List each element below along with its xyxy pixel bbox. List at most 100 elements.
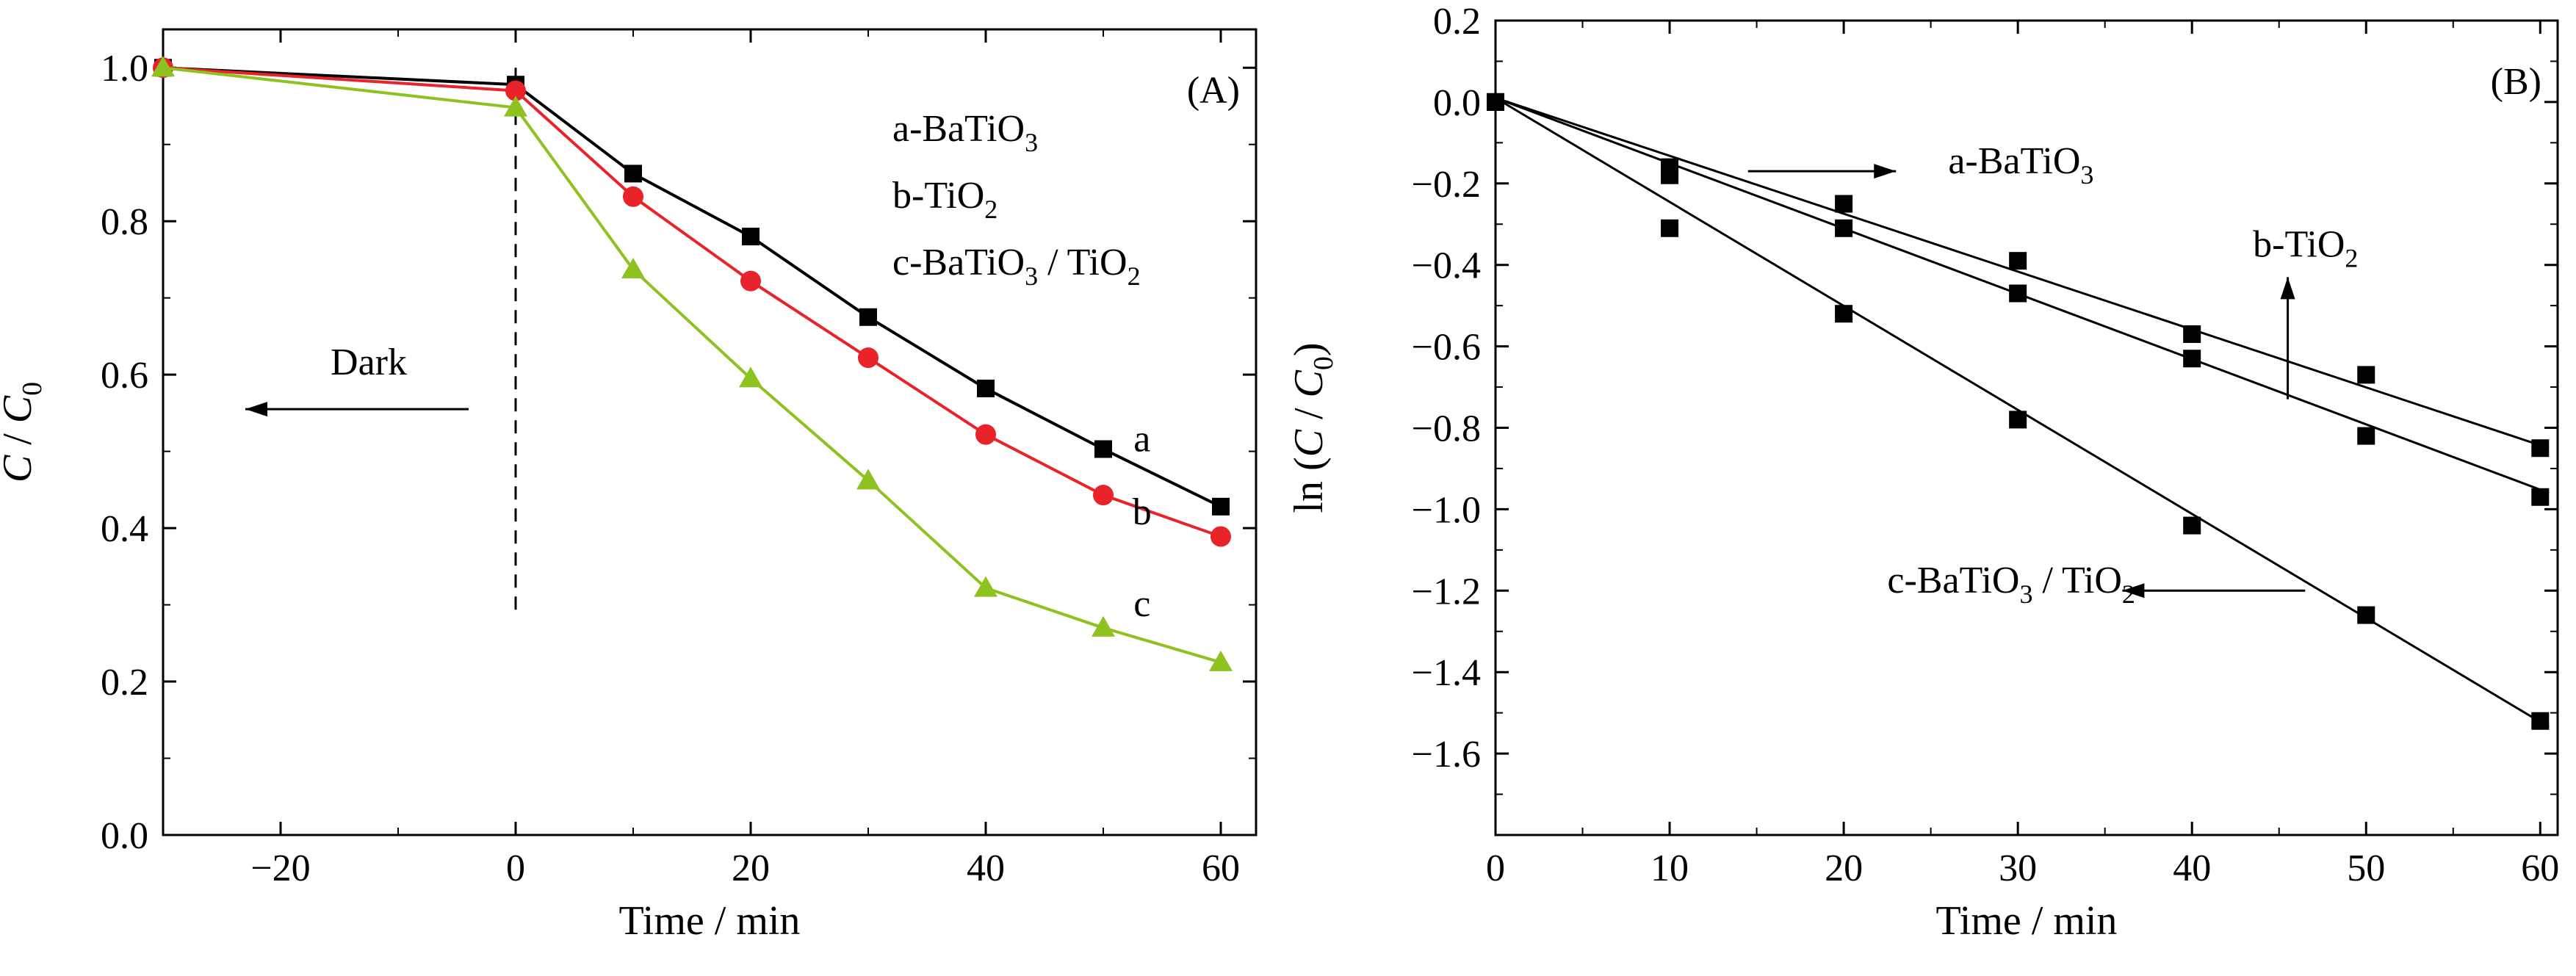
- y-tick-label: −1.6: [1412, 734, 1481, 776]
- legend-entry-tail-sub: 2: [1128, 261, 1141, 291]
- data-point: [2357, 427, 2375, 445]
- data-point: [2531, 712, 2550, 730]
- data-point-a: [1212, 497, 1230, 516]
- data-point-a: [977, 379, 995, 397]
- x-axis-title: Time / min: [1936, 898, 2118, 944]
- legend-entry: a-BaTiO3: [892, 108, 1038, 157]
- data-point-b: [740, 270, 761, 292]
- x-tick-label: 40: [967, 847, 1005, 889]
- x-tick-label: 0: [506, 847, 525, 889]
- data-point-c: [974, 576, 997, 597]
- y-axis-title: ln (C / C0): [1286, 342, 1339, 513]
- series-arrow-head: [2280, 277, 2295, 300]
- series-line-c: [162, 66, 1222, 664]
- x-axis-title: Time / min: [619, 898, 801, 944]
- data-point: [2183, 350, 2201, 368]
- legend-entry-sub: 3: [1025, 128, 1038, 157]
- data-point: [1835, 219, 1853, 237]
- legend-entry-sub: 3: [1025, 261, 1038, 291]
- data-point: [1487, 93, 1504, 111]
- y-tick-label: 0.4: [101, 508, 148, 550]
- data-point-b: [623, 186, 643, 207]
- data-point-c: [1092, 615, 1115, 637]
- y-tick-label: 1.0: [101, 48, 148, 90]
- data-point: [1835, 305, 1853, 323]
- x-tick-label: 60: [2521, 847, 2559, 889]
- series-annotation-base: c-BaTiO: [1887, 560, 2019, 601]
- data-point: [2357, 366, 2375, 384]
- data-point-c: [621, 258, 645, 279]
- panel-label: (A): [1187, 70, 1240, 112]
- data-point-b: [975, 424, 996, 445]
- y-axis-title-var: C: [0, 455, 40, 482]
- dark-label: Dark: [331, 341, 407, 383]
- y-tick-label: −1.0: [1412, 489, 1481, 531]
- x-tick-label: 10: [1650, 847, 1689, 889]
- plot-frame: [162, 28, 1258, 836]
- y-tick-label: −1.4: [1412, 652, 1481, 694]
- legend-entry-base: b-TiO: [892, 175, 984, 217]
- y-tick-label: −0.2: [1412, 164, 1481, 206]
- y-tick-label: 0.2: [1433, 1, 1481, 43]
- data-point-b: [1211, 526, 1231, 547]
- y-axis-title-sub: 0: [1308, 356, 1339, 370]
- y-axis-title-sep: /: [1286, 397, 1332, 430]
- series-annotation: b-TiO2: [2253, 224, 2358, 273]
- data-point-c: [504, 95, 527, 117]
- y-tick-label: −0.8: [1412, 408, 1481, 450]
- x-tick-label: 60: [1202, 847, 1240, 889]
- x-tick-label: −20: [250, 847, 310, 889]
- series-annotation-base: b-TiO: [2253, 224, 2345, 266]
- y-axis-title-sep: /: [0, 423, 40, 455]
- data-point: [2357, 606, 2375, 624]
- data-point-c: [1209, 650, 1233, 671]
- y-axis-title-ref: C: [1286, 369, 1332, 397]
- y-axis-title-sub: 0: [17, 382, 48, 396]
- chart-panel-b: 0 10 20 30 40 50 600.20.0−0.2−0.4−0.6−0.8−1.0−…: [1286, 1, 2559, 944]
- legend-entry: c-BaTiO3 / TiO2: [892, 242, 1141, 291]
- data-point-a: [859, 308, 877, 326]
- data-point-c: [151, 56, 175, 77]
- series-label-c: c: [1133, 583, 1150, 625]
- data-point: [1661, 166, 1679, 184]
- data-point-a: [624, 165, 642, 183]
- y-tick-label: 0.8: [101, 201, 148, 243]
- legend-entry-base: a-BaTiO: [892, 108, 1025, 150]
- legend-entry: b-TiO2: [892, 175, 997, 224]
- y-tick-label: 0.0: [101, 815, 148, 857]
- y-tick-label: −0.4: [1412, 245, 1481, 287]
- y-tick-label: −0.6: [1412, 327, 1481, 369]
- series-arrow-head: [2122, 583, 2145, 599]
- x-tick-label: 0: [1486, 847, 1505, 889]
- data-point: [2183, 325, 2201, 343]
- y-tick-label: −1.2: [1412, 571, 1481, 612]
- series-label-a: a: [1133, 419, 1150, 460]
- legend-entry-sub: 2: [984, 195, 997, 224]
- series-arrow-head: [1874, 164, 1897, 179]
- x-tick-label: 40: [2173, 847, 2211, 889]
- series-annotation-sub: 3: [2080, 160, 2093, 189]
- x-tick-label: 30: [1999, 847, 2037, 889]
- y-axis-title-suffix: ): [1286, 342, 1332, 356]
- y-axis-title: C / C0: [0, 382, 48, 482]
- data-point: [1835, 195, 1853, 213]
- data-point: [2183, 516, 2201, 535]
- y-axis-title-var: C: [1286, 429, 1332, 457]
- y-tick-label: 0.2: [101, 662, 148, 704]
- data-point-c: [856, 469, 880, 490]
- data-point: [1661, 219, 1679, 237]
- fit-line-0: [1495, 96, 2550, 449]
- dark-arrow-head: [245, 402, 267, 417]
- series-annotation-sub: 3: [2019, 579, 2032, 609]
- data-point-c: [739, 366, 762, 388]
- y-tick-label: 0.6: [101, 355, 148, 397]
- data-point: [2009, 252, 2027, 270]
- data-point-a: [1094, 440, 1112, 458]
- data-point-a: [742, 228, 760, 246]
- y-tick-label: 0.0: [1433, 82, 1481, 124]
- series-line-b: [162, 66, 1222, 538]
- series-annotation-sub: 2: [2345, 244, 2358, 273]
- series-line-a: [162, 66, 1222, 508]
